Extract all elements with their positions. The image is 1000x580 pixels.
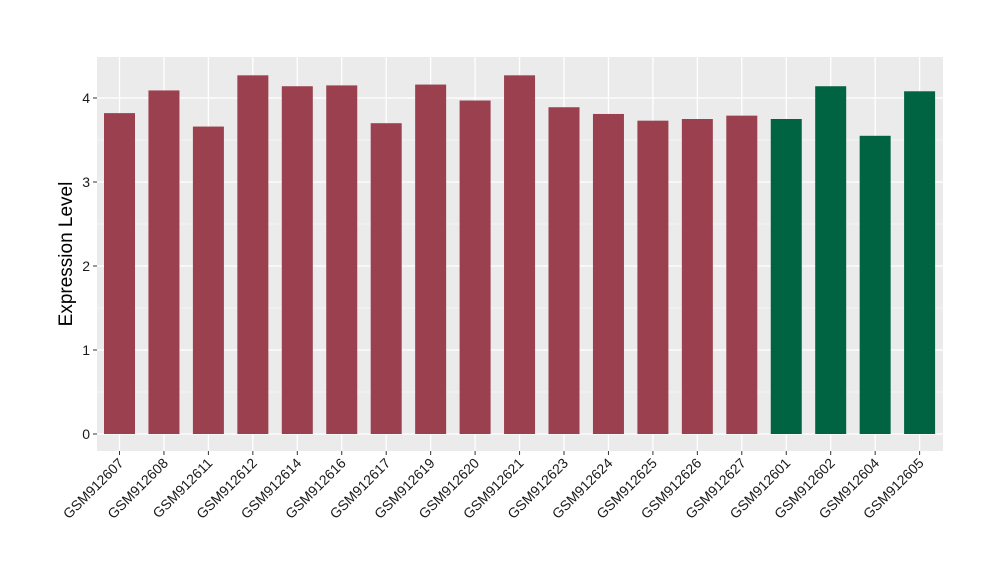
bar-GSM912607 — [104, 113, 135, 435]
x-axis: GSM912607GSM912608GSM912611GSM912612GSM9… — [60, 451, 927, 522]
y-tick-label: 1 — [82, 342, 90, 358]
bar-GSM912620 — [459, 100, 491, 435]
bar-GSM912625 — [637, 120, 669, 435]
bar-GSM912619 — [415, 84, 447, 434]
bar-GSM912623 — [548, 107, 580, 435]
bar-GSM912605 — [904, 91, 936, 434]
bar-GSM912626 — [681, 119, 713, 434]
bar-GSM912604 — [859, 135, 891, 435]
y-tick-label: 3 — [82, 174, 90, 190]
y-tick-label: 0 — [82, 426, 90, 442]
y-tick-label: 4 — [82, 90, 90, 106]
bar-GSM912616 — [326, 85, 358, 435]
y-axis-title: Expression Level — [56, 182, 77, 327]
bar-GSM912611 — [192, 126, 224, 434]
y-axis: 0 1 2 3 4 — [82, 90, 97, 442]
bar-GSM912614 — [281, 86, 313, 435]
bar-GSM912612 — [237, 75, 269, 434]
bar-GSM912621 — [504, 75, 536, 434]
bars — [104, 75, 936, 435]
bar-GSM912617 — [370, 123, 402, 434]
bar-GSM912608 — [148, 90, 180, 434]
y-tick-label: 2 — [82, 258, 90, 274]
bar-GSM912602 — [815, 86, 847, 435]
bar-GSM912627 — [726, 115, 758, 434]
bar-GSM912601 — [770, 119, 802, 434]
bar-GSM912624 — [592, 113, 624, 435]
